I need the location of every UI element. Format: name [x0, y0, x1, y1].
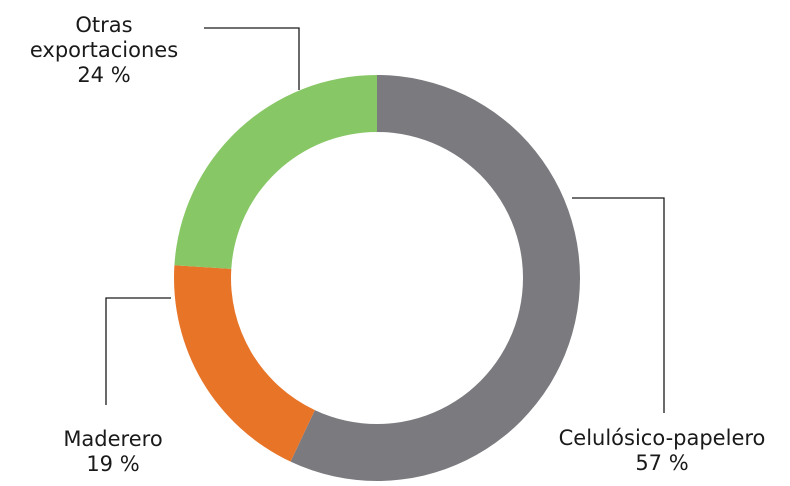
slice-value-maderero: 19 %: [86, 452, 139, 476]
slice-name-celulosico-papelero: Celulósico-papelero: [559, 426, 766, 450]
slices-layer: [174, 75, 580, 482]
leader-line-otras-exportaciones: [204, 27, 300, 90]
leader-lines-layer: [105, 27, 665, 413]
slice-label-celulosico-papelero: Celulósico-papelero 57 %: [559, 426, 766, 475]
slice-name-maderero: Maderero: [63, 427, 162, 451]
slice-label-otras-exportaciones: Otras exportaciones 24 %: [30, 13, 178, 87]
slice-otras-exportaciones: [174, 75, 377, 269]
slice-value-celulosico-papelero: 57 %: [635, 451, 688, 475]
labels-layer: Celulósico-papelero 57 % Maderero 19 % Otras…: [30, 13, 766, 476]
slice-name-otras-exportaciones: exportaciones: [30, 38, 178, 62]
slice-celulosico-papelero: [290, 75, 580, 482]
slice-label-maderero: Maderero 19 %: [63, 427, 162, 476]
leader-line-maderero: [105, 297, 171, 405]
slice-maderero: [174, 265, 315, 462]
slice-name-otras-exportaciones: Otras: [75, 13, 132, 37]
leader-line-celulosico-papelero: [572, 197, 665, 413]
slice-value-otras-exportaciones: 24 %: [77, 63, 130, 87]
